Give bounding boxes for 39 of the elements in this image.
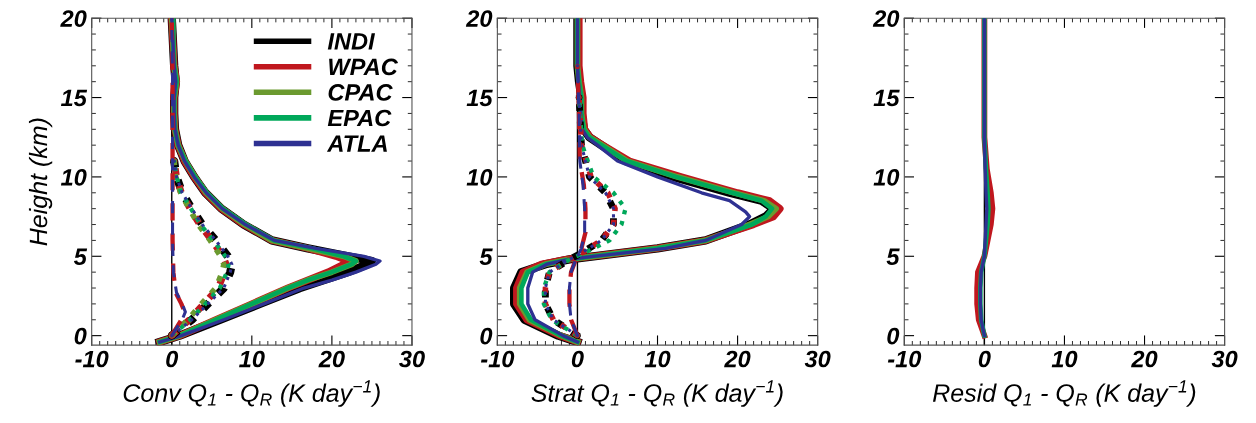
x-tick-label: 30 xyxy=(399,350,425,368)
x-tick-label: 10 xyxy=(644,350,671,368)
y-tick-label: 20 xyxy=(872,10,900,27)
y-tick-label: 10 xyxy=(60,168,87,186)
x-tick-label: 10 xyxy=(239,350,265,368)
y-tick-label: 15 xyxy=(60,89,88,107)
x-tick-label: 30 xyxy=(1211,350,1238,368)
y-axis-title: Height (km) xyxy=(28,118,53,246)
y-tick-label: 0 xyxy=(887,327,900,345)
y-tick-label: 10 xyxy=(873,168,900,186)
y-tick-label: 5 xyxy=(479,248,493,266)
y-tick-label: 0 xyxy=(480,327,493,345)
x-tick-label: 0 xyxy=(978,350,991,368)
x-axis-title: Conv Q$_{1}$ - Q$_{R}$ (K day$^{−1}$) xyxy=(123,380,380,407)
legend-label: CPAC xyxy=(328,84,393,101)
y-tick-label: 15 xyxy=(466,89,493,107)
x-tick-label: 0 xyxy=(166,350,179,368)
y-tick-label: 5 xyxy=(73,248,88,266)
y-tick-label: 20 xyxy=(60,10,87,27)
y-tick-label: 0 xyxy=(74,327,87,345)
y-tick-label: 5 xyxy=(886,248,900,266)
x-tick-label: 0 xyxy=(571,350,584,368)
x-tick-label: 20 xyxy=(318,350,345,368)
legend-label: ATLA xyxy=(326,135,387,152)
x-axis-title: Resid Q$_{1}$ - Q$_{R}$ (K day$^{−1}$) xyxy=(932,380,1196,407)
legend-label: WPAC xyxy=(329,58,399,76)
x-tick-label: 30 xyxy=(804,350,831,368)
x-tick-label: 20 xyxy=(724,350,751,368)
x-tick-label: 10 xyxy=(1051,350,1078,368)
y-tick-label: 20 xyxy=(465,10,493,27)
x-tick-label: -10 xyxy=(480,350,515,368)
x-tick-label: -10 xyxy=(75,350,109,368)
x-tick-label: -10 xyxy=(887,350,922,368)
x-axis-title: Strat Q$_{1}$ - Q$_{R}$ (K day$^{−1}$) xyxy=(531,380,783,407)
y-tick-label: 15 xyxy=(873,89,900,107)
legend-label: INDI xyxy=(327,33,376,50)
x-tick-label: 20 xyxy=(1131,350,1158,368)
y-tick-label: 10 xyxy=(466,168,493,186)
legend-label: EPAC xyxy=(327,109,392,127)
